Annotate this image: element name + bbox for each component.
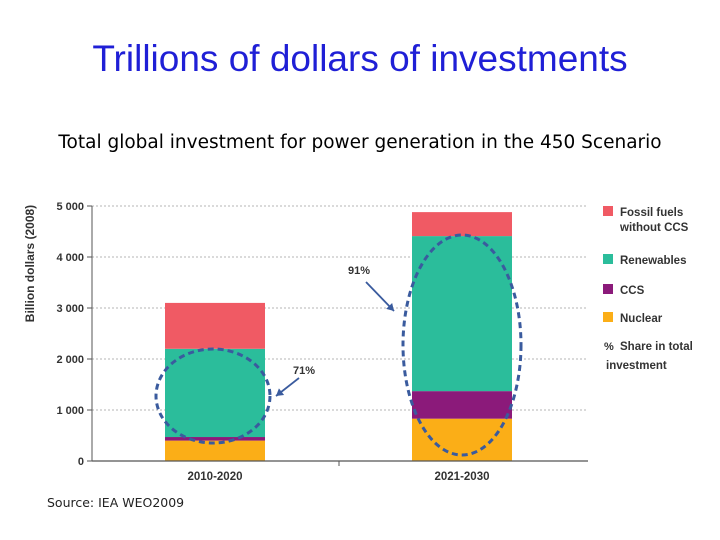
- chart-axes: 0 1 000 2 000 3 000 4 000 5 000 Billion dollar…: [23, 201, 588, 483]
- legend-swatch: [603, 312, 613, 322]
- slide-title: Trillions of dollars of investments: [92, 38, 628, 79]
- y-tick-label: 2 000: [56, 354, 84, 366]
- bar-segment-ccs: [412, 391, 512, 419]
- y-tick-label: 1 000: [56, 405, 84, 417]
- legend-label: Nuclear: [620, 313, 663, 325]
- legend-share-symbol: %: [604, 341, 614, 353]
- share-ellipse: [401, 233, 523, 457]
- legend-label: without CCS: [619, 222, 689, 234]
- bar-segment-renewables: [165, 348, 265, 438]
- y-tick-label: 4 000: [56, 252, 84, 264]
- source-note: Source: IEA WEO2009: [47, 495, 185, 510]
- arrowhead: [276, 388, 285, 396]
- y-axis-label: Billion dollars (2008): [23, 205, 37, 322]
- chart-annotations: 71% 91%: [154, 233, 523, 457]
- share-label: 71%: [293, 365, 315, 377]
- x-tick-label: 2021-2030: [435, 471, 490, 483]
- legend-label: Fossil fuels: [620, 207, 683, 219]
- x-tick-label: 2010-2020: [188, 471, 243, 483]
- arrowhead: [386, 303, 394, 311]
- bar-segment-nuclear: [165, 440, 265, 461]
- share-ellipse: [154, 347, 272, 445]
- legend-label: investment: [606, 360, 667, 372]
- legend-swatch: [603, 254, 613, 264]
- legend-label: Share in total: [620, 341, 693, 353]
- legend-swatch: [603, 284, 613, 294]
- chart-subtitle: Total global investment for power genera…: [58, 132, 662, 153]
- y-tick-label: 0: [78, 456, 84, 468]
- bar-segment-ccs: [165, 437, 265, 441]
- legend-swatch: [603, 206, 613, 216]
- y-tick-label: 3 000: [56, 303, 84, 315]
- bar-segment-fossil-fuels-without-ccs: [165, 302, 265, 349]
- chart-bars: [165, 212, 512, 461]
- bar-segment-fossil-fuels-without-ccs: [412, 212, 512, 237]
- chart-legend: Fossil fuels without CCS Renewables CCS Nucl…: [603, 206, 693, 372]
- share-label: 91%: [348, 265, 370, 277]
- legend-label: CCS: [620, 285, 645, 297]
- bar-segment-renewables: [412, 236, 512, 392]
- legend-label: Renewables: [620, 255, 686, 267]
- y-tick-label: 5 000: [56, 201, 84, 213]
